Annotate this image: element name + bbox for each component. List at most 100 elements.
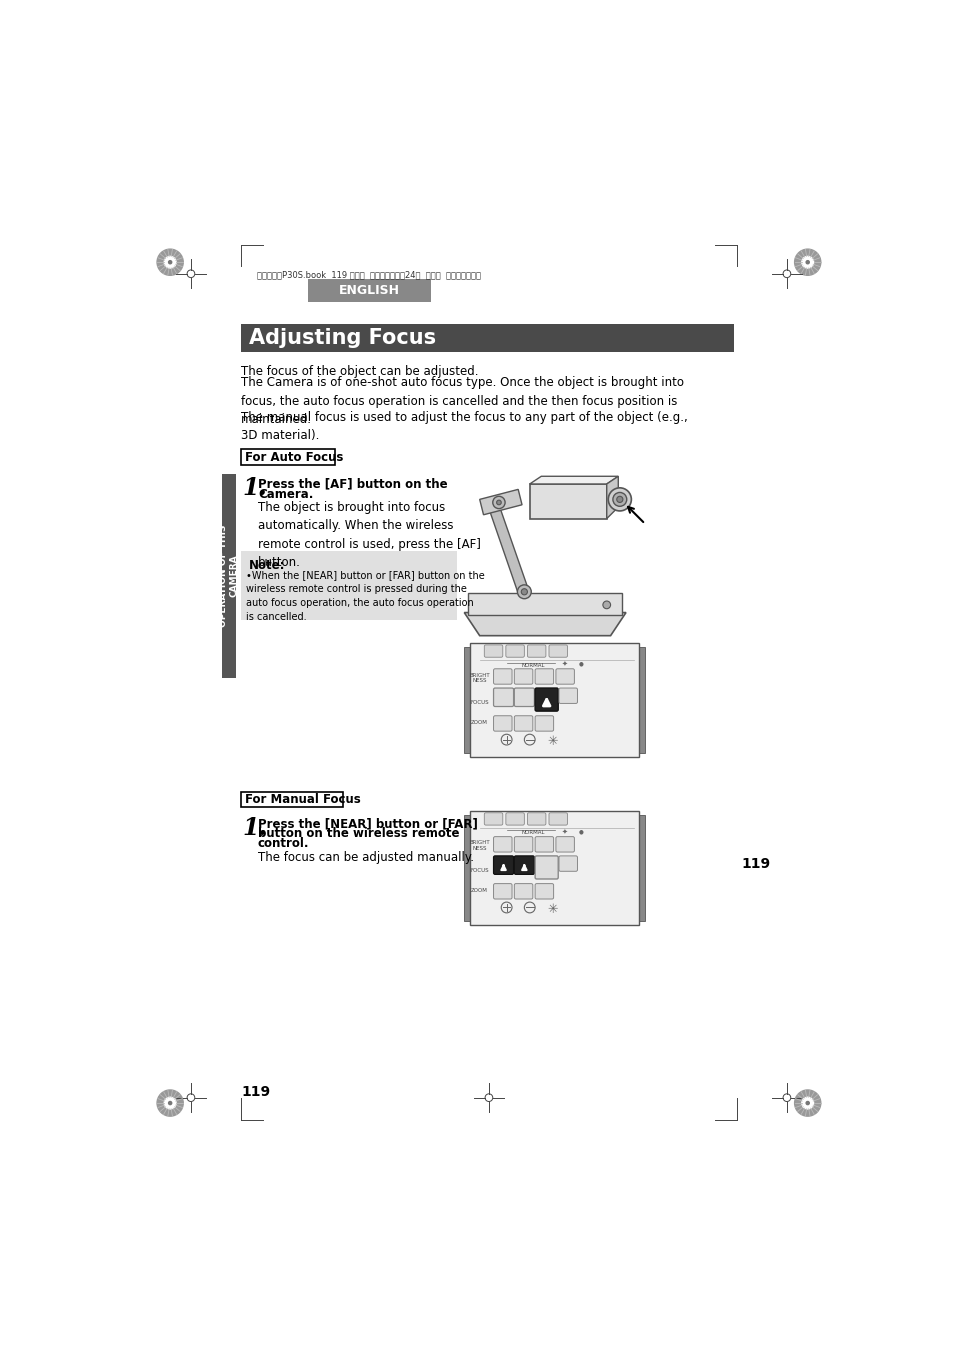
FancyBboxPatch shape — [548, 813, 567, 825]
Circle shape — [497, 500, 500, 505]
FancyBboxPatch shape — [493, 857, 513, 874]
Text: NEAR: NEAR — [498, 688, 514, 693]
Text: 1.: 1. — [242, 477, 267, 500]
FancyBboxPatch shape — [493, 669, 512, 684]
FancyBboxPatch shape — [535, 836, 553, 852]
Circle shape — [805, 1101, 808, 1105]
Circle shape — [616, 496, 622, 503]
Text: 1.: 1. — [242, 816, 267, 840]
Bar — [639, 815, 644, 921]
Text: ●: ● — [578, 661, 583, 666]
Text: FAR: FAR — [522, 688, 533, 693]
Text: AF: AF — [546, 857, 554, 861]
Text: NEAR: NEAR — [498, 857, 514, 861]
FancyBboxPatch shape — [484, 644, 502, 657]
Circle shape — [794, 249, 820, 276]
FancyBboxPatch shape — [514, 857, 534, 874]
Text: The object is brought into focus
automatically. When the wireless
remote control: The object is brought into focus automat… — [257, 501, 480, 569]
Circle shape — [612, 493, 626, 507]
Text: ●: ● — [578, 830, 583, 834]
Polygon shape — [529, 477, 618, 484]
Bar — [308, 280, 431, 303]
FancyBboxPatch shape — [556, 669, 574, 684]
Text: Press the [AF] button on the: Press the [AF] button on the — [257, 478, 447, 490]
Circle shape — [169, 1101, 172, 1105]
Polygon shape — [606, 477, 618, 519]
Bar — [241, 450, 335, 465]
Circle shape — [164, 1097, 176, 1109]
Text: BRIGHT
NESS: BRIGHT NESS — [469, 673, 490, 684]
Polygon shape — [464, 612, 625, 636]
Text: Camera.: Camera. — [257, 488, 313, 501]
Circle shape — [493, 496, 504, 508]
Circle shape — [602, 601, 610, 609]
FancyBboxPatch shape — [493, 688, 513, 707]
Text: For Auto Focus: For Auto Focus — [245, 450, 343, 463]
FancyBboxPatch shape — [527, 644, 545, 657]
Text: ENGLISH: ENGLISH — [338, 284, 399, 297]
Text: button on the wireless remote: button on the wireless remote — [257, 827, 459, 840]
FancyBboxPatch shape — [514, 836, 533, 852]
Circle shape — [801, 1097, 813, 1109]
Bar — [470, 811, 639, 925]
FancyBboxPatch shape — [505, 644, 524, 657]
Bar — [464, 815, 470, 921]
Bar — [468, 593, 621, 615]
Polygon shape — [488, 505, 529, 593]
FancyBboxPatch shape — [514, 884, 533, 898]
FancyBboxPatch shape — [535, 669, 553, 684]
Text: ZOOM: ZOOM — [471, 888, 488, 893]
FancyBboxPatch shape — [505, 813, 524, 825]
Text: 書画カメラP30S.book  119 ページ  ２００８年１月24日  木曜日  午後６時３８分: 書画カメラP30S.book 119 ページ ２００８年１月24日 木曜日 午後… — [257, 270, 480, 278]
FancyBboxPatch shape — [535, 716, 553, 731]
Bar — [456, 462, 695, 636]
Bar — [529, 484, 606, 519]
Text: 119: 119 — [241, 1085, 270, 1098]
Text: 119: 119 — [740, 858, 770, 871]
Text: The focus can be adjusted manually.: The focus can be adjusted manually. — [257, 851, 474, 863]
FancyBboxPatch shape — [493, 884, 512, 898]
FancyBboxPatch shape — [514, 716, 533, 731]
Text: OPERATION OF THIS
CAMERA: OPERATION OF THIS CAMERA — [218, 524, 238, 627]
Text: ✦: ✦ — [561, 661, 567, 667]
Text: NORMAL: NORMAL — [521, 831, 545, 835]
FancyBboxPatch shape — [514, 688, 534, 707]
Text: The Camera is of one-shot auto focus type. Once the object is brought into
focus: The Camera is of one-shot auto focus typ… — [241, 376, 683, 426]
Circle shape — [157, 249, 183, 276]
FancyBboxPatch shape — [558, 857, 577, 871]
FancyBboxPatch shape — [558, 688, 577, 704]
Circle shape — [608, 488, 631, 511]
Circle shape — [517, 585, 531, 598]
Bar — [470, 643, 639, 758]
Text: The manual focus is used to adjust the focus to any part of the object (e.g.,
3D: The manual focus is used to adjust the f… — [241, 411, 687, 442]
Bar — [241, 324, 733, 351]
Circle shape — [520, 589, 527, 594]
Text: BRIGHT
NESS: BRIGHT NESS — [469, 840, 490, 851]
Text: ✳: ✳ — [547, 904, 558, 916]
FancyBboxPatch shape — [535, 857, 558, 880]
Text: ZOOM: ZOOM — [471, 720, 488, 725]
Text: Note:: Note: — [249, 559, 285, 571]
Bar — [639, 647, 644, 754]
Text: ✦: ✦ — [561, 830, 567, 835]
Text: The focus of the object can be adjusted.: The focus of the object can be adjusted. — [241, 365, 478, 378]
Bar — [241, 792, 343, 808]
Circle shape — [805, 261, 808, 263]
Bar — [464, 647, 470, 754]
Text: FOCUS: FOCUS — [470, 700, 489, 705]
Text: NORMAL: NORMAL — [521, 662, 545, 667]
Text: ✳: ✳ — [547, 735, 558, 748]
Text: FAR: FAR — [522, 857, 533, 861]
Bar — [241, 551, 457, 620]
FancyBboxPatch shape — [493, 836, 512, 852]
Circle shape — [164, 257, 176, 267]
FancyBboxPatch shape — [527, 813, 545, 825]
Bar — [221, 474, 235, 678]
Text: Press the [NEAR] button or [FAR]: Press the [NEAR] button or [FAR] — [257, 817, 477, 831]
Text: AF: AF — [546, 688, 554, 693]
Text: FOCUS: FOCUS — [470, 869, 489, 873]
FancyBboxPatch shape — [535, 688, 558, 711]
FancyBboxPatch shape — [514, 669, 533, 684]
FancyBboxPatch shape — [484, 813, 502, 825]
Text: control.: control. — [257, 838, 309, 850]
